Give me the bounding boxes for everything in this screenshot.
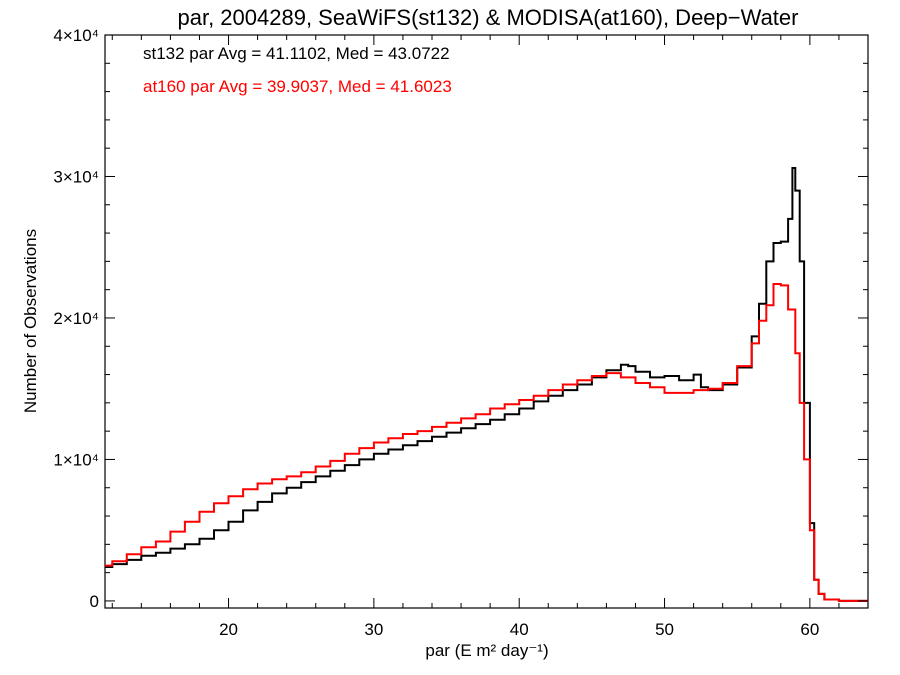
y-axis-label: Number of Observations [21,229,40,413]
x-axis-label: par (E m² day⁻¹) [425,641,548,660]
x-axis-ticks: 20 30 40 50 60 [111,35,869,639]
series-line-st132 [105,167,868,602]
y-axis-ticks: 0 1×10⁴ 2×10⁴ 3×10⁴ 4×10⁴ [53,26,868,611]
x-tick-label-50: 50 [655,620,674,639]
x-tick-label-30: 30 [364,620,383,639]
y-tick-label-0: 0 [90,592,99,611]
plot-frame [104,34,869,609]
chart-title: par, 2004289, SeaWiFS(st132) & MODISA(at… [178,5,799,30]
plot-area [104,34,869,609]
y-tick-label-10000: 1×10⁴ [53,450,99,469]
x-tick-label-60: 60 [800,620,819,639]
series-group [105,167,868,602]
x-tick-label-40: 40 [510,620,529,639]
series-line-at160 [105,283,868,602]
x-tick-label-20: 20 [219,620,238,639]
y-tick-label-30000: 3×10⁴ [53,167,99,186]
annotation-st132: st132 par Avg = 41.1102, Med = 43.0722 [143,44,450,63]
y-tick-label-20000: 2×10⁴ [53,309,99,328]
y-tick-label-40000: 4×10⁴ [53,26,99,45]
annotation-at160: at160 par Avg = 39.9037, Med = 41.6023 [143,77,452,96]
